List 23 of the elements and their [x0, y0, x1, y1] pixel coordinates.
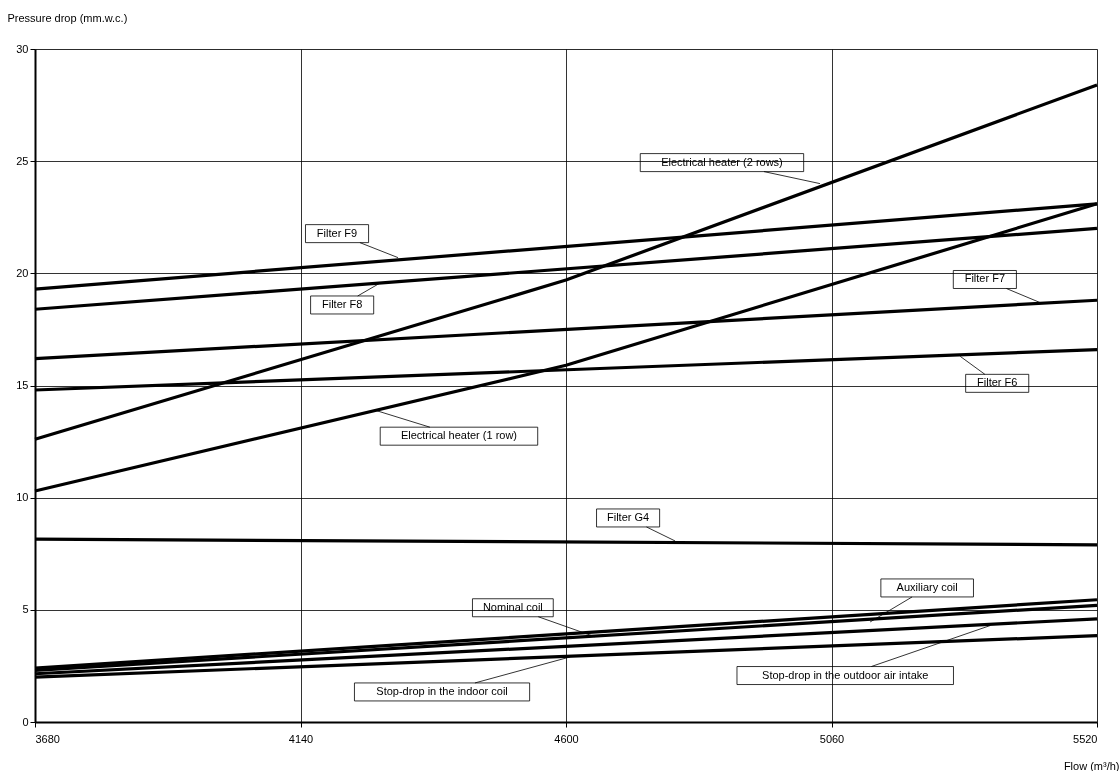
y-tick-label: 20	[16, 266, 29, 279]
annotation: Auxiliary coil	[896, 580, 958, 593]
y-tick-label: 5	[22, 603, 29, 616]
annotation: Filter F8	[321, 297, 363, 310]
y-tick-label: 30	[16, 42, 29, 55]
x-axis-title: Flow (m³/h)	[1063, 759, 1120, 771]
annotation: Filter G4	[606, 510, 650, 523]
x-tick-label: 4140	[288, 732, 314, 745]
annotation: Filter F9	[316, 226, 358, 239]
y-tick-label: 15	[16, 379, 29, 391]
x-tick-label: 5060	[819, 732, 845, 745]
y-tick-label: 0	[22, 715, 29, 728]
x-tick-label: 5520	[1073, 732, 1098, 745]
y-tick-label: 10	[16, 491, 29, 504]
x-tick-label: 4600	[554, 732, 579, 745]
annotation: Filter F6	[977, 376, 1018, 389]
y-axis-title: Pressure drop (mm.w.c.)	[7, 11, 128, 24]
annotation: Nominal coil	[482, 600, 543, 613]
annotation: Filter F7	[964, 272, 1006, 285]
x-tick-label: 3680	[35, 732, 60, 745]
annotation: Stop-drop in the indoor coil	[376, 684, 508, 697]
y-tick-label: 25	[16, 154, 29, 167]
annotation: Electrical heater (1 row)	[400, 429, 518, 442]
